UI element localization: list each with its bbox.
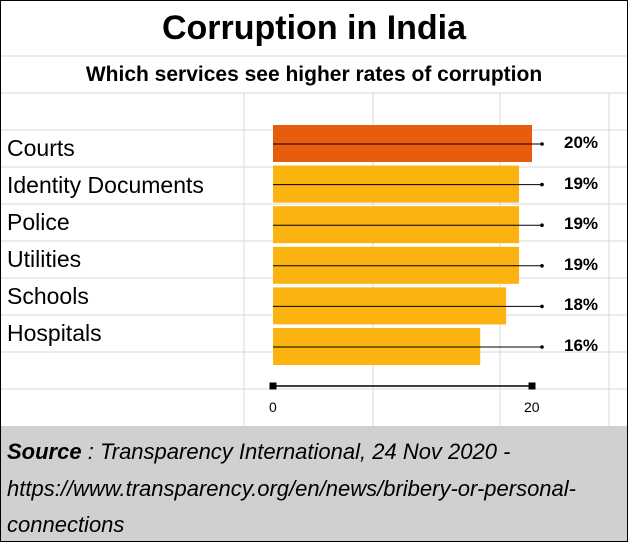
data-label: 19% (564, 173, 599, 193)
leader-dot (540, 304, 544, 309)
source-separator: : (81, 439, 100, 464)
data-label: 19% (564, 254, 599, 274)
bar-plot (269, 125, 544, 390)
category-label: Police (7, 209, 70, 235)
data-label: 16% (564, 336, 599, 355)
x-axis-endpoint (269, 382, 277, 390)
chart-title: Corruption in India (161, 9, 467, 47)
leader-dot (540, 223, 544, 227)
category-label: Courts (7, 135, 75, 161)
chart-subtitle: Which services see higher rates of corru… (85, 63, 543, 86)
leader-dot (540, 264, 544, 268)
category-label: Schools (7, 283, 89, 309)
leader-dot (540, 142, 544, 146)
category-label: Hospitals (7, 320, 102, 346)
source-text: Transparency International, 24 Nov 2020 … (7, 439, 576, 537)
x-tick-label: 20 (524, 399, 540, 415)
leader-dot (540, 182, 544, 187)
data-label: 20% (564, 133, 599, 152)
data-label: 18% (564, 295, 599, 315)
leader-dot (540, 345, 544, 349)
category-label: Utilities (7, 246, 82, 272)
source-note: Source : Transparency International, 24 … (1, 426, 627, 541)
data-label: 19% (564, 214, 599, 234)
source-label: Source (7, 439, 82, 464)
x-axis-endpoint (528, 382, 536, 390)
category-label: Identity Documents (7, 172, 204, 198)
x-tick-label: 0 (269, 399, 277, 415)
